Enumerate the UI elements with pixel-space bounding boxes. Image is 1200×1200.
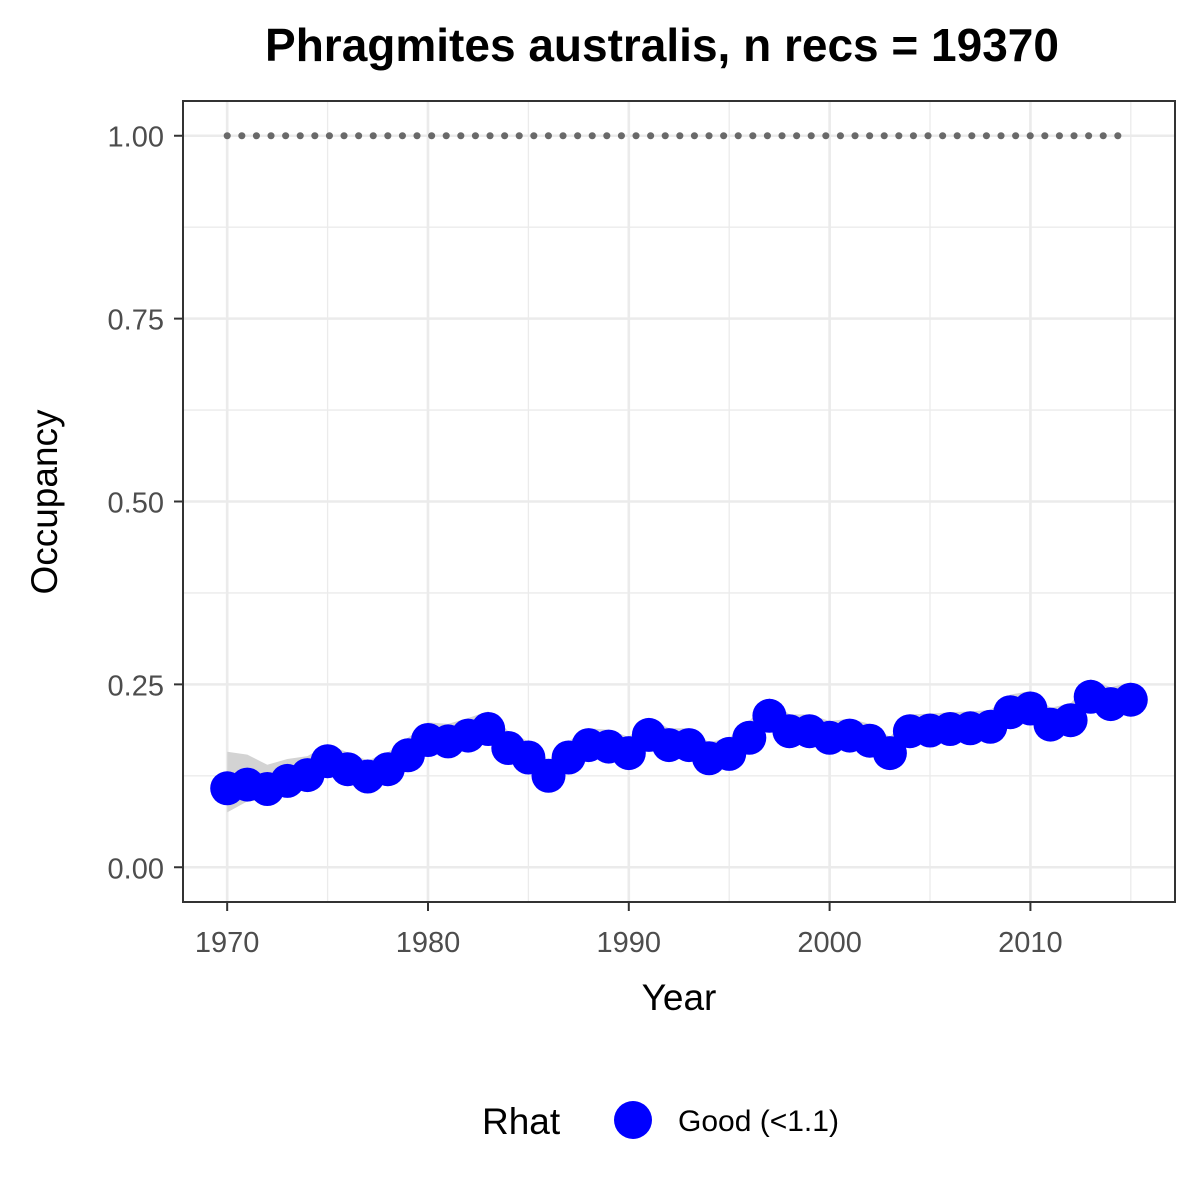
x-tick-label: 1970 — [195, 927, 260, 959]
x-axis: 1970 1980 1990 2000 2010 — [195, 902, 1063, 959]
plot-panel — [182, 100, 1176, 903]
legend-key-good — [614, 1101, 652, 1139]
x-tick-label: 2000 — [797, 927, 862, 959]
y-axis-label: Occupancy — [24, 409, 65, 595]
x-tick-label: 1980 — [396, 927, 461, 959]
data-point — [1053, 703, 1088, 738]
x-axis-label: Year — [642, 977, 717, 1018]
series-layer — [210, 679, 1148, 806]
x-tick-label: 1990 — [597, 927, 662, 959]
legend-title: Rhat — [482, 1101, 561, 1142]
data-point — [732, 720, 767, 755]
y-tick-label: 0.00 — [108, 853, 164, 885]
x-tick-label: 2010 — [998, 927, 1063, 959]
chart-title: Phragmites australis, n recs = 19370 — [265, 19, 1059, 71]
legend: Rhat Good (<1.1) — [482, 1101, 839, 1142]
y-axis: 0.00 0.25 0.50 0.75 1.00 — [108, 122, 183, 885]
legend-label-good: Good (<1.1) — [678, 1105, 839, 1138]
y-tick-label: 0.75 — [108, 305, 164, 337]
y-tick-label: 0.50 — [108, 488, 164, 520]
data-point — [1113, 682, 1148, 717]
data-point — [872, 736, 907, 771]
y-tick-label: 1.00 — [108, 122, 164, 154]
y-tick-label: 0.25 — [108, 670, 164, 702]
